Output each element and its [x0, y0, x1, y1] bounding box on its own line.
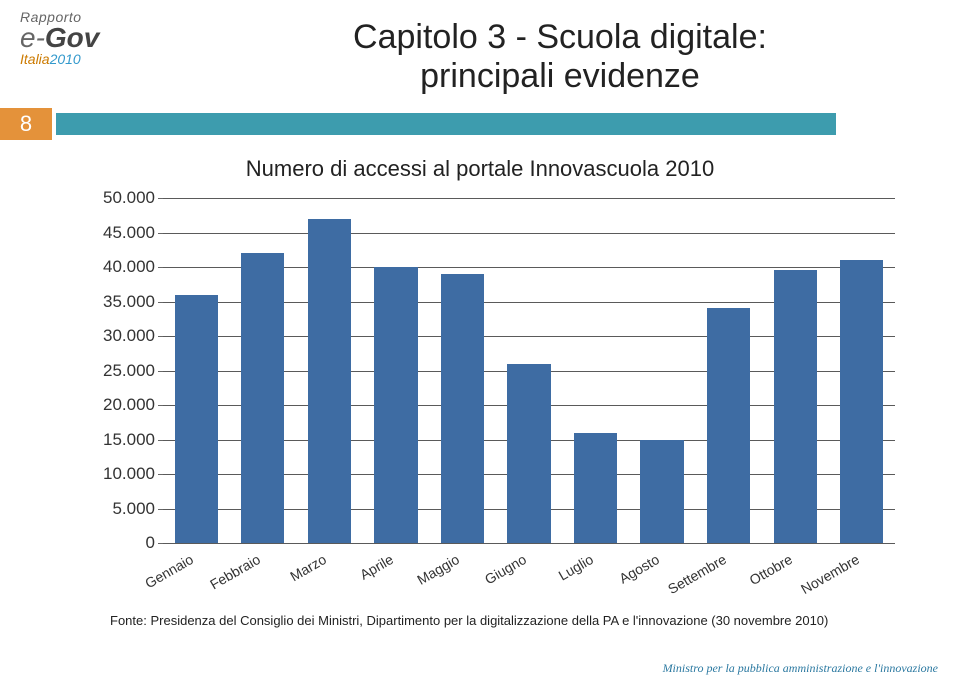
bar-febbraio	[241, 253, 284, 543]
xlabel: Marzo	[288, 551, 330, 584]
bar-ottobre	[774, 270, 817, 543]
ytick-label: 15.000	[75, 430, 155, 450]
xlabel: Ottobre	[747, 551, 795, 588]
page-number: 8	[0, 108, 52, 140]
logo-year: 2010	[50, 51, 81, 67]
ytick-label: 25.000	[75, 361, 155, 381]
logo-italia: Italia	[20, 51, 50, 67]
band-gap	[840, 113, 960, 135]
xlabel: Maggio	[415, 551, 463, 588]
bar-settembre	[707, 308, 750, 543]
xlabel: Novembre	[798, 551, 862, 597]
header-band: 8	[0, 108, 960, 140]
logo-line3: Italia2010	[20, 52, 130, 66]
xlabel: Luglio	[555, 551, 595, 584]
ytick-label: 30.000	[75, 326, 155, 346]
bars	[163, 198, 895, 543]
report-logo: Rapporto e-Gov Italia2010	[20, 10, 130, 66]
band-teal	[56, 113, 836, 135]
bar-agosto	[640, 440, 683, 544]
ytick-label: 45.000	[75, 223, 155, 243]
ytick-label: 20.000	[75, 395, 155, 415]
bar-aprile	[374, 267, 417, 543]
title-line-1: Capitolo 3 - Scuola digitale:	[353, 18, 767, 56]
ytick-label: 10.000	[75, 464, 155, 484]
bar-gennaio	[175, 295, 218, 543]
logo-line2: e-Gov	[20, 24, 130, 52]
plot-area	[163, 198, 895, 543]
chart-subtitle: Numero di accessi al portale Innovascuol…	[0, 156, 960, 182]
source-text: Fonte: Presidenza del Consiglio dei Mini…	[110, 613, 828, 628]
bar-maggio	[441, 274, 484, 543]
ytick-label: 50.000	[75, 188, 155, 208]
bar-marzo	[308, 219, 351, 543]
ytick-label: 40.000	[75, 257, 155, 277]
xlabel: Aprile	[357, 551, 396, 583]
bar-giugno	[507, 364, 550, 543]
xlabel: Settembre	[665, 551, 729, 597]
bar-chart: 0 5.000 10.000 15.000 20.000 25.000 30.000 35.0…	[75, 198, 895, 598]
ytick-label: 35.000	[75, 292, 155, 312]
xlabel: Gennaio	[142, 551, 196, 591]
ytick-label: 5.000	[75, 499, 155, 519]
xlabel: Giugno	[482, 551, 529, 587]
bar-novembre	[840, 260, 883, 543]
ytick-label: 0	[75, 533, 155, 553]
xlabel: Febbraio	[207, 551, 263, 592]
ministry-footer: Ministro per la pubblica amministrazione…	[663, 661, 938, 676]
title-line-2: principali evidenze	[420, 57, 700, 95]
bar-luglio	[574, 433, 617, 543]
chapter-title: Capitolo 3 - Scuola digitale: principali…	[200, 18, 920, 96]
xlabel: Agosto	[616, 551, 662, 587]
